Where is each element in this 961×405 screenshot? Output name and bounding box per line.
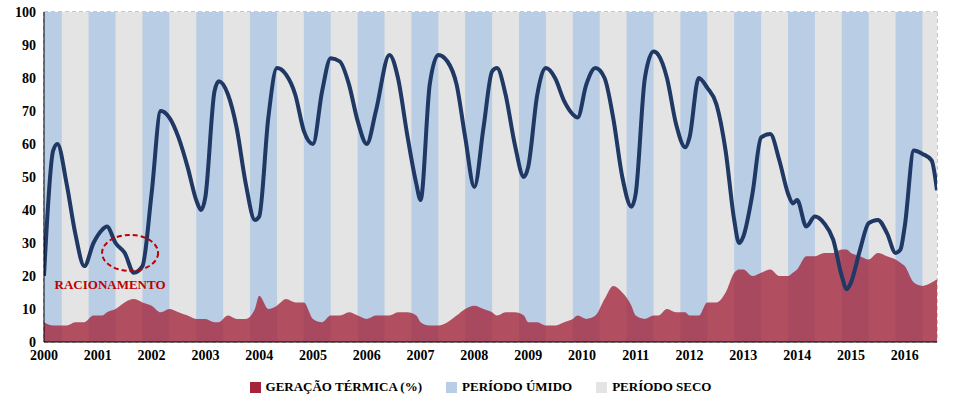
svg-text:2007: 2007 (407, 348, 435, 363)
html-text:PERÍODO SECO: PERÍODO SECO (612, 379, 712, 394)
svg-text:2001: 2001 (84, 348, 112, 363)
svg-text:40: 40 (22, 203, 36, 218)
svg-text:50: 50 (22, 170, 36, 185)
svg-text:2013: 2013 (729, 348, 757, 363)
svg-text:2015: 2015 (837, 348, 865, 363)
svg-text:80: 80 (22, 71, 36, 86)
svg-text:2004: 2004 (245, 348, 273, 363)
html-text:GERAÇÃO TÉRMICA (%): GERAÇÃO TÉRMICA (%) (265, 379, 422, 394)
svg-text:2016: 2016 (891, 348, 919, 363)
svg-text:10: 10 (22, 302, 36, 317)
svg-text:2009: 2009 (514, 348, 542, 363)
svg-text:2003: 2003 (191, 348, 219, 363)
svg-text:70: 70 (22, 104, 36, 119)
svg-text:2012: 2012 (676, 348, 704, 363)
svg-text:2005: 2005 (299, 348, 327, 363)
svg-text:2006: 2006 (353, 348, 381, 363)
svg-text:100: 100 (15, 5, 36, 20)
svg-text:30: 30 (22, 236, 36, 251)
svg-text:2000: 2000 (30, 348, 58, 363)
svg-text:60: 60 (22, 137, 36, 152)
svg-text:2008: 2008 (460, 348, 488, 363)
svg-text:RACIONAMENTO: RACIONAMENTO (55, 277, 166, 292)
svg-text:2014: 2014 (783, 348, 811, 363)
svg-text:2010: 2010 (568, 348, 596, 363)
html-text:PERÍODO ÚMIDO: PERÍODO ÚMIDO (462, 379, 573, 394)
svg-text:90: 90 (22, 38, 36, 53)
svg-text:0: 0 (29, 335, 36, 350)
svg-text:2002: 2002 (138, 348, 166, 363)
svg-text:20: 20 (22, 269, 36, 284)
svg-text:2011: 2011 (622, 348, 649, 363)
